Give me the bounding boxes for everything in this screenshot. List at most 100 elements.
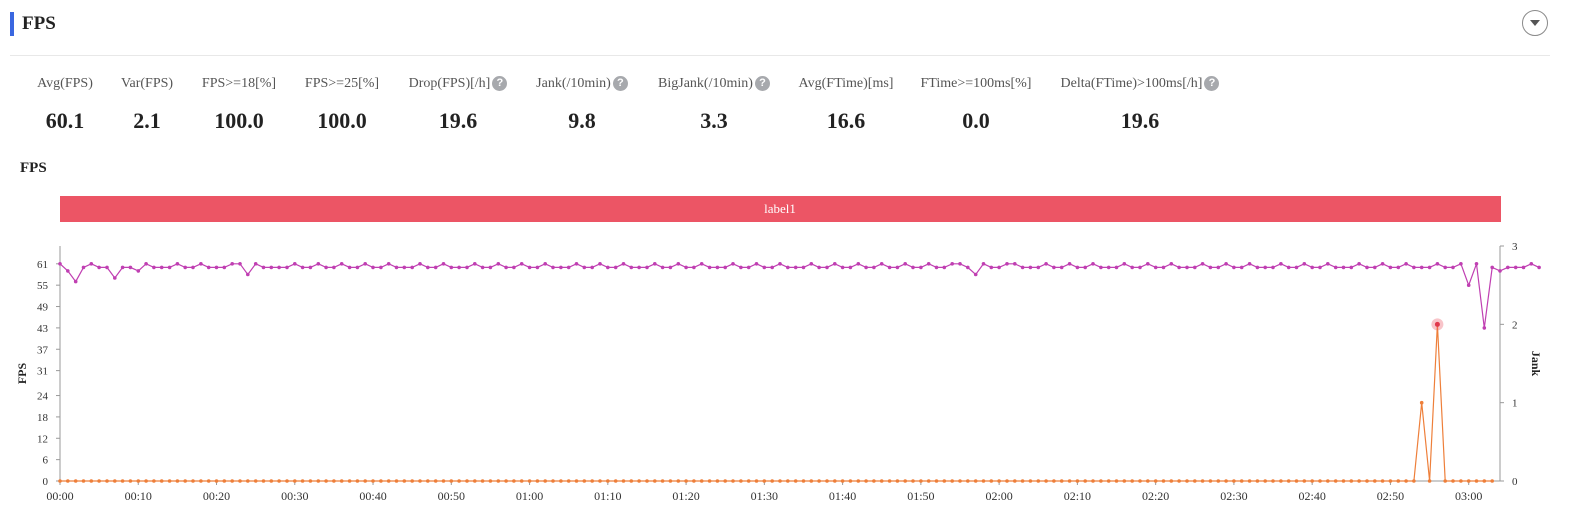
metric-value: 60.1 <box>45 108 85 133</box>
jank-series-point <box>136 479 141 483</box>
jank-series-point <box>300 479 305 483</box>
fps-series-point <box>1459 262 1463 266</box>
jank-series-point <box>120 479 125 483</box>
jank-series-point <box>762 479 767 483</box>
fps-series-point <box>120 265 125 270</box>
jank-series-point <box>1232 479 1236 483</box>
fps-series-point <box>1114 265 1119 270</box>
metric-value: 19.6 <box>438 108 478 133</box>
fps-series-point <box>261 265 266 270</box>
fps-series-point <box>426 265 430 270</box>
fps-series-point <box>1380 262 1385 266</box>
jank-series-point <box>543 479 547 483</box>
fps-series-point <box>1169 262 1174 266</box>
fps-series-point <box>347 265 352 270</box>
fps-series-point <box>81 265 86 270</box>
fps-series-point <box>676 262 681 266</box>
jank-series-line <box>60 324 1493 482</box>
jank-series-point <box>1091 479 1095 483</box>
jank-series-point <box>144 479 148 483</box>
fps-series-point <box>144 262 148 266</box>
help-icon[interactable]: ? <box>612 76 628 91</box>
jank-series-point <box>1052 479 1056 483</box>
fps-series-point <box>887 265 892 270</box>
fps-series-point <box>253 262 258 266</box>
y-right-tick-label: 3 <box>1512 241 1518 253</box>
fps-series-point <box>1365 265 1369 270</box>
jank-series-point <box>238 479 242 483</box>
jank-series-point <box>246 479 250 483</box>
fps-series-point <box>1263 265 1267 270</box>
y-left-tick-label: 61 <box>37 259 48 271</box>
help-icon[interactable]: ? <box>754 76 770 91</box>
collapse-button[interactable] <box>1522 10 1548 36</box>
metric-value: 2.1 <box>133 108 161 133</box>
fps-series-point <box>285 265 289 270</box>
fps-series-point <box>1255 265 1260 270</box>
jank-series-point <box>613 479 618 483</box>
fps-series-point <box>183 265 187 270</box>
jank-series-point <box>848 479 853 483</box>
jank-series-point <box>1106 479 1111 483</box>
fps-series-point <box>637 265 641 270</box>
jank-series-point <box>1153 479 1158 483</box>
jank-series-point <box>347 479 352 483</box>
fps-series-point <box>1059 265 1064 270</box>
jank-series-point <box>1482 479 1487 483</box>
jank-series-point <box>519 479 524 483</box>
jank-series-point <box>551 479 555 483</box>
fps-series-point <box>809 262 814 266</box>
jank-series-point <box>879 479 884 483</box>
fps-series-point <box>316 262 321 266</box>
x-tick-label: 00:50 <box>438 489 465 503</box>
fps-series-point <box>308 265 313 270</box>
x-tick-label: 02:30 <box>1220 489 1247 503</box>
jank-series-point <box>285 479 289 483</box>
fps-series-point <box>629 265 634 270</box>
jank-series-point <box>535 479 540 483</box>
fps-series-point <box>598 262 602 266</box>
fps-series-point <box>739 265 743 270</box>
metric-label: FTime>=100ms[%] <box>920 76 1032 91</box>
fps-series-point <box>136 269 141 273</box>
x-tick-label: 01:50 <box>907 489 934 503</box>
help-icon[interactable]: ? <box>492 76 508 91</box>
fps-series-point <box>386 262 391 266</box>
jank-series-point <box>911 479 915 483</box>
fps-series-point <box>856 262 861 266</box>
jank-series-point <box>668 479 673 483</box>
jank-series-point <box>253 479 258 483</box>
jank-series-point <box>1161 479 1166 483</box>
fps-series-point <box>1341 265 1346 270</box>
label-band-text: label1 <box>764 201 796 216</box>
jank-series-point <box>590 479 594 483</box>
fps-series-point <box>1161 265 1166 270</box>
y-right-tick-label: 0 <box>1512 476 1518 488</box>
panel-title: FPS <box>22 13 56 34</box>
help-icon[interactable]: ? <box>1204 76 1220 91</box>
fps-series-point <box>199 262 203 266</box>
jank-series-point <box>660 479 665 483</box>
fps-series-point <box>1474 262 1479 266</box>
jank-series-point <box>731 479 735 483</box>
jank-series-point <box>410 479 415 483</box>
metric-value: 3.3 <box>700 108 728 133</box>
jank-series-point <box>778 479 782 483</box>
jank-series-point <box>167 479 172 483</box>
jank-series-point <box>786 479 790 483</box>
jank-series-point <box>81 479 86 483</box>
jank-series-point <box>1185 479 1189 483</box>
x-tick-label: 00:40 <box>359 489 386 503</box>
jank-series-point <box>809 479 814 483</box>
fps-series-point <box>300 265 305 270</box>
x-tick-label: 00:00 <box>46 489 73 503</box>
jank-series-point <box>496 479 501 483</box>
jank-series-point <box>1373 479 1377 483</box>
fps-series-point <box>1232 265 1236 270</box>
fps-series-point <box>543 262 547 266</box>
jank-series-point <box>1146 479 1150 483</box>
fps-series-point <box>1044 262 1048 266</box>
metric-label: Var(FPS) <box>120 76 174 91</box>
fps-series-point <box>692 265 696 270</box>
fps-series-point <box>465 265 469 270</box>
